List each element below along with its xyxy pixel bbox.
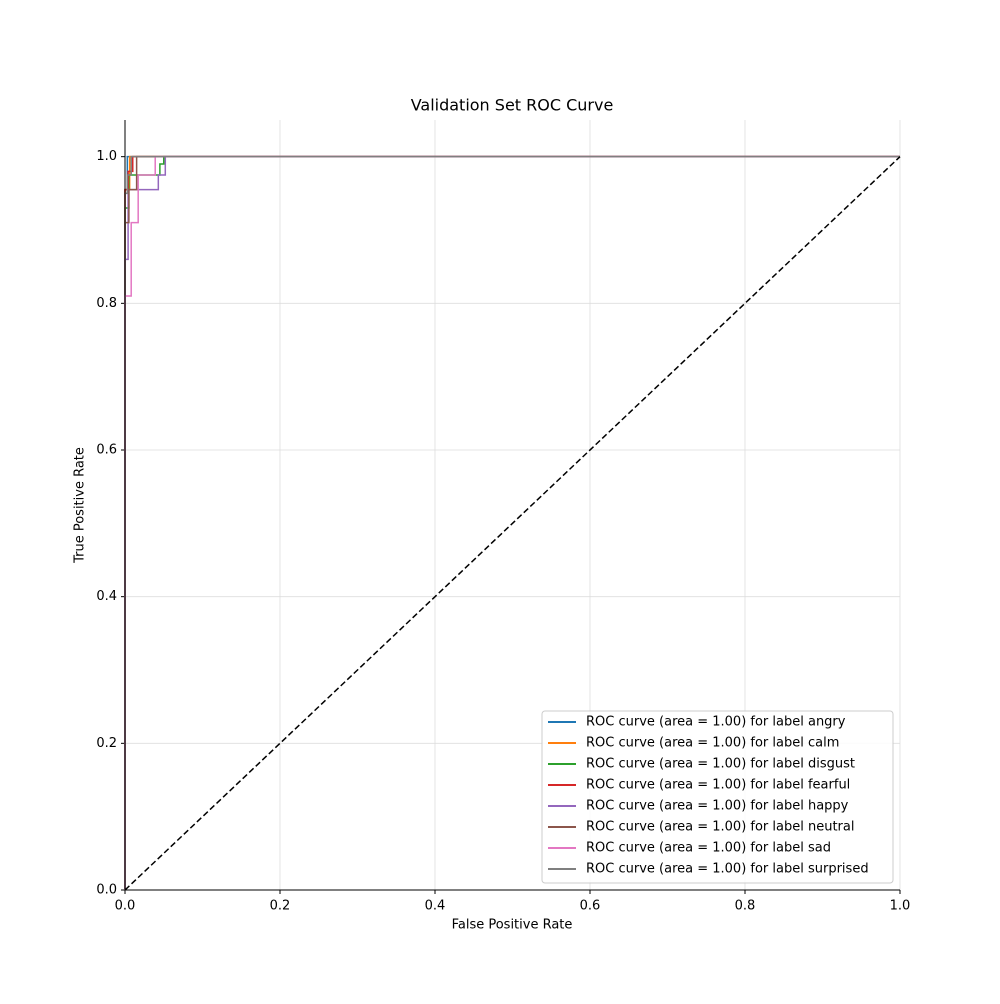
legend-label: ROC curve (area = 1.00) for label neutra… xyxy=(586,820,854,835)
x-tick-label: 0.6 xyxy=(580,899,601,914)
legend-label: ROC curve (area = 1.00) for label surpri… xyxy=(586,862,869,877)
legend-label: ROC curve (area = 1.00) for label calm xyxy=(586,736,839,751)
legend-box xyxy=(541,710,894,884)
x-tick-label: 0.0 xyxy=(115,899,136,914)
y-tick-label: 0.6 xyxy=(96,443,117,458)
x-tick-label: 0.8 xyxy=(735,899,756,914)
x-tick-label: 0.4 xyxy=(425,899,446,914)
legend-label: ROC curve (area = 1.00) for label fearfu… xyxy=(586,778,850,793)
legend-label: ROC curve (area = 1.00) for label angry xyxy=(586,715,846,730)
legend-label: ROC curve (area = 1.00) for label happy xyxy=(586,799,849,814)
legend-label: ROC curve (area = 1.00) for label sad xyxy=(586,841,831,856)
y-tick-label: 1.0 xyxy=(96,149,117,164)
x-axis-label: False Positive Rate xyxy=(452,918,573,933)
y-tick-label: 0.8 xyxy=(96,296,117,311)
x-tick-label: 0.2 xyxy=(270,899,291,914)
legend-label: ROC curve (area = 1.00) for label disgus… xyxy=(586,757,855,772)
roc-line xyxy=(124,156,901,891)
roc-line xyxy=(124,155,900,890)
y-axis-label: True Positive Rate xyxy=(73,447,88,564)
x-tick-label: 1.0 xyxy=(890,899,911,914)
roc-line xyxy=(124,155,900,890)
chart-title: Validation Set ROC Curve xyxy=(411,96,614,115)
y-tick-label: 0.0 xyxy=(96,883,117,898)
y-tick-label: 0.2 xyxy=(96,736,117,751)
y-tick-label: 0.4 xyxy=(96,589,117,604)
